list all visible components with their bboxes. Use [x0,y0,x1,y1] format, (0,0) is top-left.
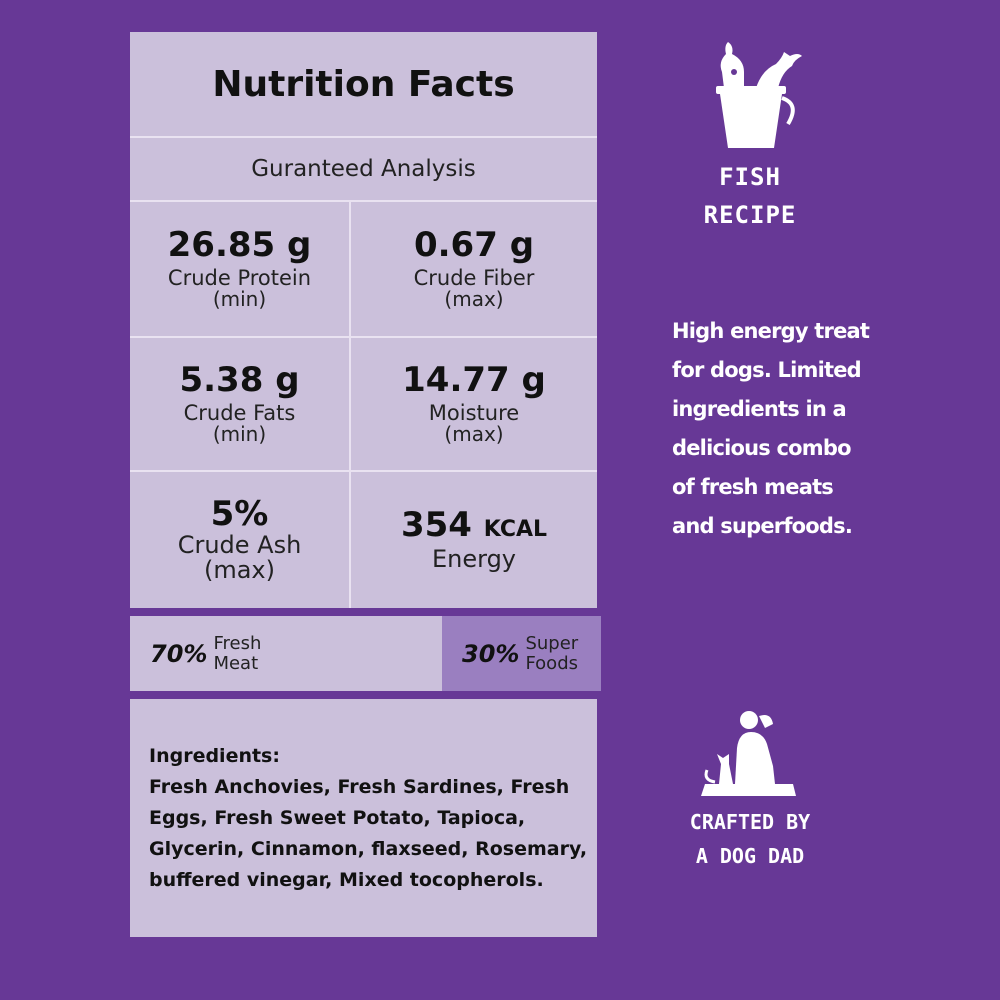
ash-qualifier: (max) [203,555,275,584]
energy-label: Energy [431,545,517,574]
ingredients-heading: Ingredients: [149,745,280,767]
protein-qualifier: (min) [212,287,267,312]
fish-recipe-line2: RECIPE [703,201,797,229]
crafted-line2: A DOG DAD [695,844,805,868]
protein-value: 26.85 g [167,224,312,265]
crafted-line1: CRAFTED BY [689,810,811,834]
fiber-value: 0.67 g [413,224,535,265]
nutrition-facts-panel: Nutrition Facts Guranteed Analysis 26.85… [130,32,597,608]
fiber-cell: 0.67 g Crude Fiber (max) [351,202,597,338]
superfoods-percent: 30% [462,639,520,668]
dog-cat-silhouette-icon [701,710,796,796]
energy-unit: KCAL [483,516,548,542]
protein-cell: 26.85 g Crude Protein (min) [130,202,351,338]
analysis-grid: 26.85 g Crude Protein (min) 0.67 g Crude… [130,202,597,608]
fish-recipe-line1: FISH [719,163,781,191]
energy-value: 354 [400,504,472,545]
meat-label: Fresh Meat [213,632,293,674]
ash-cell: 5% Crude Ash (max) [130,472,351,608]
moisture-cell: 14.77 g Moisture (max) [351,338,597,472]
protein-label: Crude Protein [167,266,312,291]
meat-label-line2: Meat [213,652,259,674]
fats-label: Crude Fats [183,401,296,426]
fresh-meat-block: 70% Fresh Meat [130,616,442,691]
ash-value: 5% [210,493,269,534]
ingredients-text-block: Ingredients: Fresh Anchovies, Fresh Sard… [149,741,589,896]
nutrition-title: Nutrition Facts [130,32,597,138]
fiber-qualifier: (max) [444,287,504,312]
energy-cell: 354 KCAL Energy [351,472,597,608]
meat-percent: 70% [150,639,208,668]
ingredients-panel: Ingredients: Fresh Anchovies, Fresh Sard… [130,699,597,937]
meat-label-line1: Fresh [213,632,262,654]
fish-bucket-icon [712,42,802,152]
moisture-label: Moisture [428,401,520,426]
moisture-value: 14.77 g [402,359,546,400]
fiber-label: Crude Fiber [413,266,535,291]
analysis-subtitle: Guranteed Analysis [130,138,597,202]
product-blurb: High energy treat for dogs. Limited ingr… [672,319,870,538]
blend-panel: 70% Fresh Meat 30% Super Foods [130,616,601,691]
fats-value: 5.38 g [179,359,300,400]
superfoods-label: Super Foods [525,632,601,674]
fats-cell: 5.38 g Crude Fats (min) [130,338,351,472]
superfoods-label-line1: Super [525,632,579,654]
superfoods-block: 30% Super Foods [442,616,601,691]
fats-qualifier: (min) [212,422,267,447]
energy-value-line: 354 KCAL [400,504,548,545]
fish-recipe-label: FISH RECIPE [660,158,840,234]
ingredients-list: Fresh Anchovies, Fresh Sardines, Fresh E… [149,776,588,891]
crafted-by-label: CRAFTED BY A DOG DAD [665,805,835,873]
moisture-qualifier: (max) [444,422,504,447]
ash-label: Crude Ash [177,530,302,559]
superfoods-label-line2: Foods [525,652,578,674]
